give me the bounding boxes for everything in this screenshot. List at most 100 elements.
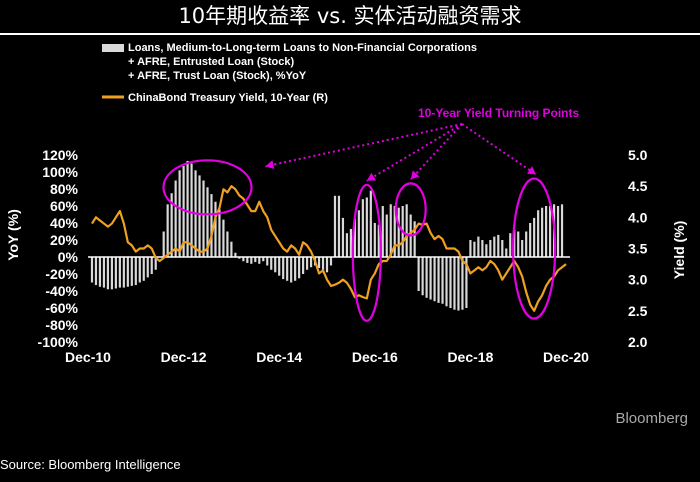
yield-line: [91, 185, 567, 312]
bar: [258, 257, 261, 264]
bar: [306, 257, 309, 270]
bar: [369, 190, 372, 257]
bar: [170, 193, 173, 257]
bar: [501, 240, 504, 257]
bar: [186, 160, 189, 257]
bar: [461, 257, 464, 310]
bar: [393, 206, 396, 257]
bar: [545, 206, 548, 257]
y-right-tick-label: 4.5: [628, 178, 648, 194]
annotation-arrow: [366, 123, 463, 182]
bar: [341, 217, 345, 257]
legend-bar-line-1: Loans, Medium-to-Long-term Loans to Non-…: [128, 42, 477, 54]
x-tick-label: Dec-16: [352, 349, 398, 365]
bar: [548, 206, 552, 257]
bar: [102, 257, 106, 288]
bar: [413, 221, 416, 257]
bar: [317, 257, 321, 269]
annotation-arrowhead: [265, 160, 275, 169]
bar: [433, 257, 436, 302]
bar: [556, 206, 560, 257]
y-left-tick-label: -60%: [45, 300, 78, 316]
bar: [242, 257, 245, 262]
bar: [190, 163, 193, 257]
bar: [126, 257, 129, 287]
y-axis-right-title: Yield (%): [671, 221, 687, 280]
bar: [477, 236, 480, 257]
bar: [298, 257, 301, 279]
bloomberg-logo: Bloomberg: [615, 410, 688, 427]
bar: [122, 257, 125, 288]
y-left-tick-label: -40%: [45, 283, 78, 299]
bar: [497, 234, 500, 257]
bar: [162, 231, 165, 257]
bar: [234, 252, 237, 257]
bar: [385, 214, 388, 257]
annotation-arrowhead: [410, 170, 420, 180]
bar: [473, 241, 476, 257]
bar: [309, 257, 313, 268]
bar: [345, 233, 349, 257]
bar: [286, 257, 289, 281]
source-note: Source: Bloomberg Intelligence: [0, 457, 181, 472]
bar: [445, 257, 448, 307]
bar: [250, 257, 253, 264]
bar: [560, 204, 564, 257]
y-axis-left-ticks: 120% 100% 80% 60% 40% 20% 0% -20% -40% -…: [38, 147, 79, 350]
bar: [333, 195, 337, 257]
x-tick-label: Dec-10: [65, 349, 111, 365]
bar: [210, 194, 213, 257]
bar: [282, 257, 285, 280]
bar: [130, 257, 133, 286]
y-left-tick-label: -80%: [45, 317, 78, 333]
bar: [118, 257, 121, 288]
y-left-tick-label: -100%: [38, 334, 79, 350]
y-right-tick-label: 2.0: [628, 334, 648, 350]
bar: [290, 257, 293, 283]
bar: [226, 231, 229, 257]
y-left-tick-label: 120%: [42, 147, 78, 163]
bar: [94, 257, 98, 286]
bar: [521, 240, 524, 257]
bar: [90, 257, 94, 283]
bar: [425, 257, 428, 298]
y-left-tick-label: -20%: [45, 266, 78, 282]
bar: [278, 257, 281, 276]
bar: [166, 204, 169, 257]
bar: [505, 248, 508, 257]
bar: [146, 257, 149, 278]
bar: [361, 199, 364, 257]
x-tick-label: Dec-20: [543, 349, 589, 365]
x-tick-label: Dec-18: [447, 349, 493, 365]
annotation-arrowhead: [527, 166, 537, 175]
turning-point-ellipse: [511, 177, 557, 320]
bar: [429, 257, 432, 300]
bar: [397, 207, 400, 257]
bar: [246, 257, 249, 263]
bar: [489, 240, 492, 257]
bar: [150, 257, 153, 274]
legend-line-label: ChinaBond Treasury Yield, 10-Year (R): [128, 92, 328, 104]
annotation-turning-points: 10-Year Yield Turning Points: [418, 106, 579, 120]
bar: [537, 210, 540, 257]
bar: [106, 257, 110, 290]
bar: [198, 175, 201, 257]
bar: [533, 217, 536, 257]
turning-point-ellipse: [394, 182, 427, 237]
y-right-tick-label: 3.0: [628, 272, 648, 288]
annotation-arrow: [461, 123, 537, 176]
y-left-tick-label: 40%: [50, 215, 79, 231]
bar: [457, 257, 460, 311]
legend-bar-swatch: [102, 44, 124, 52]
bar: [262, 257, 265, 262]
bar: [541, 207, 544, 257]
bar: [214, 201, 217, 257]
turning-point-ellipse: [162, 159, 253, 216]
bar: [230, 241, 233, 257]
bar: [509, 233, 512, 257]
bar: [485, 244, 488, 257]
bar: [270, 257, 273, 270]
annotation-arrowhead: [366, 172, 376, 181]
bar: [377, 224, 380, 257]
bar-series: [90, 160, 568, 311]
